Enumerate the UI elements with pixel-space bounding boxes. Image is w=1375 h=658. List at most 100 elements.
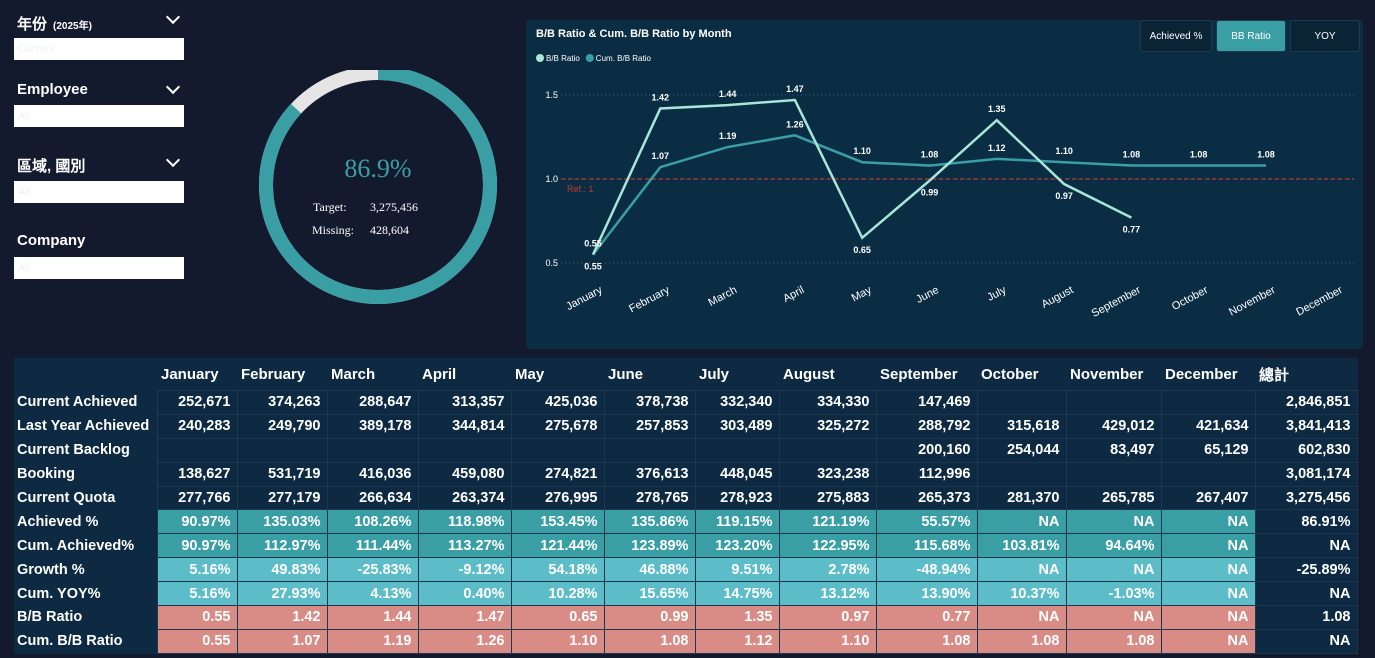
filter-label: 年份 (2025年) xyxy=(17,13,92,34)
table-cell: 263,374 xyxy=(417,485,512,511)
table-cell xyxy=(1065,390,1162,415)
row-label: Last Year Achieved xyxy=(17,418,150,435)
table-cell: 4.13% xyxy=(326,581,419,607)
table-cell: 9.51% xyxy=(694,557,780,583)
table-cell xyxy=(778,437,877,463)
reference-label: Ref.: 1 xyxy=(567,184,594,194)
column-header: April xyxy=(422,365,457,383)
table-cell: 288,647 xyxy=(326,390,419,415)
column-header: 總計 xyxy=(1259,366,1290,384)
table-cell: 121.44% xyxy=(510,533,605,559)
table-cell: 0.40% xyxy=(417,581,512,607)
table-cell: 602,830 xyxy=(1254,437,1358,463)
chart-title: B/B Ratio & Cum. B/B Ratio by Month xyxy=(536,28,732,40)
dropdown[interactable]: All xyxy=(14,257,184,279)
table-cell: 108.26% xyxy=(326,509,419,535)
table-cell: 389,178 xyxy=(326,413,419,439)
table-cell: NA xyxy=(976,557,1067,583)
chevron[interactable] xyxy=(165,152,181,168)
table-cell: 313,357 xyxy=(417,390,512,415)
data-label: 1.08 xyxy=(921,150,939,160)
table-cell: 240,283 xyxy=(156,413,238,439)
table-cell: 115.68% xyxy=(875,533,978,559)
table-cell: 0.65 xyxy=(510,605,605,630)
table-cell: 277,766 xyxy=(156,485,238,511)
y-tick-label: 0.5 xyxy=(545,258,558,268)
data-label: 1.10 xyxy=(1055,146,1073,156)
table-cell: 27.93% xyxy=(236,581,328,607)
gauge-label: Target: xyxy=(313,200,347,214)
column-header: July xyxy=(699,365,730,383)
table-cell: 425,036 xyxy=(510,390,605,415)
table-cell: 1.08 xyxy=(1065,628,1162,654)
table-cell: NA xyxy=(1065,557,1162,583)
row-label: Current Achieved xyxy=(17,394,138,411)
table-cell: 112,996 xyxy=(875,461,978,487)
table-cell: 54.18% xyxy=(510,557,605,583)
table-cell: NA xyxy=(1065,605,1162,630)
table-cell: NA xyxy=(1160,557,1256,583)
data-label: 1.07 xyxy=(652,151,670,161)
table-cell: 1.35 xyxy=(694,605,780,630)
chevron[interactable] xyxy=(165,79,181,95)
table-cell: NA xyxy=(1160,628,1256,654)
dropdown[interactable]: Current xyxy=(14,38,184,60)
table-cell: 1.10 xyxy=(778,628,877,654)
column-header: August xyxy=(783,365,835,383)
table-cell: 303,489 xyxy=(694,413,780,439)
table-cell: 531,719 xyxy=(236,461,328,487)
table-row: Current Quota 277,766 277,179 266,634 263,37… xyxy=(14,485,1358,511)
header-row: January February March April May June July Augu… xyxy=(14,358,1357,391)
gauge: 86.9% Target: 3,275,456 Missing: 428,604 xyxy=(259,70,497,304)
tab-button[interactable]: BB Ratio xyxy=(1216,20,1286,52)
dropdown[interactable]: All xyxy=(14,105,184,127)
dropdown[interactable]: All xyxy=(14,181,184,203)
column-header: June xyxy=(608,365,644,383)
table-cell: 13.12% xyxy=(778,581,877,607)
gauge-missing: 428,604 xyxy=(370,223,409,237)
table-cell: 3,275,456 xyxy=(1254,485,1358,511)
tab-button[interactable]: YOY xyxy=(1290,20,1360,52)
column-header: November xyxy=(1070,365,1144,383)
table-cell: 266,634 xyxy=(326,485,419,511)
filter-label: Employee xyxy=(17,81,88,98)
table-cell: 0.55 xyxy=(156,628,238,654)
table-cell: NA xyxy=(1254,581,1358,607)
table-cell: 267,407 xyxy=(1160,485,1256,511)
column-header: February xyxy=(241,365,306,383)
table-row: B/B Ratio 0.55 1.42 1.44 1.47 0.65 0.99 1.35 0.9… xyxy=(14,605,1358,630)
table-cell: 1.42 xyxy=(236,605,328,630)
table-cell: 1.47 xyxy=(417,605,512,630)
tab-button[interactable]: Achieved % xyxy=(1140,20,1212,52)
table-cell: 429,012 xyxy=(1065,413,1162,439)
table-row: Current Achieved 252,671 374,263 288,647 313… xyxy=(14,390,1358,415)
chevron[interactable] xyxy=(165,9,181,25)
table-row: Current Backlog 200,160 254,044 83,497 65,12… xyxy=(14,437,1358,463)
table-cell xyxy=(1160,390,1256,415)
table-cell: 10.37% xyxy=(976,581,1067,607)
table-cell: 2,846,851 xyxy=(1254,390,1358,415)
table-row: Last Year Achieved 240,283 249,790 389,178 3… xyxy=(14,413,1358,439)
legend-swatch xyxy=(585,54,594,62)
table-cell: -25.83% xyxy=(326,557,419,583)
table-cell xyxy=(603,437,696,463)
table-cell: 112.97% xyxy=(236,533,328,559)
legend-label: Cum. B/B Ratio xyxy=(596,54,652,63)
data-table: January February March April May June July Augu… xyxy=(14,358,1358,654)
table-cell: NA xyxy=(1160,533,1256,559)
table-cell: 123.20% xyxy=(694,533,780,559)
table-cell xyxy=(976,390,1067,415)
table-cell: 332,340 xyxy=(694,390,780,415)
table-cell: -1.03% xyxy=(1065,581,1162,607)
table-cell: 278,765 xyxy=(603,485,696,511)
table-cell: 374,263 xyxy=(236,390,328,415)
gauge-target: 3,275,456 xyxy=(370,200,418,214)
table-cell: 1.07 xyxy=(236,628,328,654)
table-cell xyxy=(694,437,780,463)
table-cell: 416,036 xyxy=(326,461,419,487)
row-label: Current Backlog xyxy=(17,442,130,459)
table-cell: 459,080 xyxy=(417,461,512,487)
table-cell: 0.99 xyxy=(603,605,696,630)
table-row: Cum. Achieved% 90.97% 112.97% 111.44% 113.27… xyxy=(14,533,1358,559)
